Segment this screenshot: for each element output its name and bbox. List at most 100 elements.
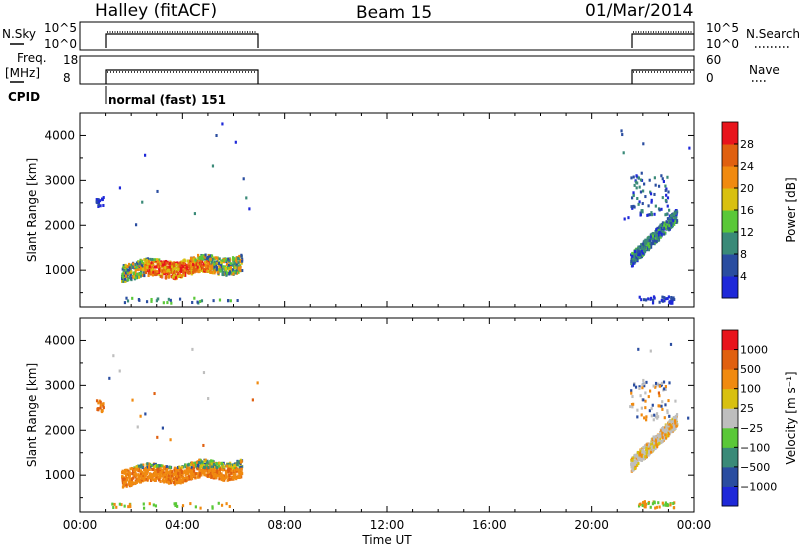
echo-cell: [632, 191, 635, 195]
echo-cell: [657, 233, 660, 237]
x-tick-label: 00:00: [677, 518, 712, 532]
echo-cell: [174, 477, 177, 481]
freq-tick-low: 8: [63, 71, 71, 85]
echo-cell: [206, 255, 209, 259]
echo-cell: [136, 468, 139, 472]
echo-cell: [651, 403, 654, 407]
echo-cell: [139, 274, 142, 278]
echo-cell: [169, 479, 172, 483]
echo-cell: [124, 263, 127, 267]
echo-cell: [672, 219, 675, 223]
echo-cell: [642, 378, 645, 382]
echo-cell: [183, 268, 186, 272]
echo-cell: [154, 259, 158, 263]
echo-cell: [208, 264, 211, 268]
colorbar-segment: [722, 408, 738, 429]
echo-cell: [201, 257, 204, 261]
echo-cell: [152, 503, 155, 507]
echo-cell: [125, 478, 128, 482]
colorbar-frame: [721, 329, 739, 507]
echo-cell: [134, 223, 138, 227]
echo-cell: [636, 253, 639, 257]
echo-cell: [215, 471, 218, 475]
echo-cells: [95, 342, 690, 510]
echo-cell: [184, 271, 187, 275]
echo-cell: [212, 266, 215, 270]
echo-cell: [633, 467, 637, 471]
echo-cell: [660, 223, 664, 227]
echo-cell: [147, 260, 151, 264]
echo-cell: [141, 267, 144, 271]
echo-cell: [180, 266, 183, 270]
echo-cell: [631, 206, 634, 210]
echo-cell: [144, 469, 147, 473]
echo-cell: [640, 458, 643, 462]
echo-cell: [638, 252, 641, 256]
echo-cell: [166, 269, 169, 273]
echo-cell: [198, 256, 202, 260]
echo-cell: [656, 236, 659, 240]
echo-cell: [222, 265, 225, 269]
echo-cell: [101, 198, 104, 202]
echo-cell: [220, 264, 223, 268]
echo-cell: [672, 416, 675, 420]
echo-cell: [197, 465, 201, 469]
echo-cell: [225, 475, 228, 479]
echo-cell: [662, 179, 665, 183]
echo-cell: [218, 268, 221, 272]
echo-cell: [196, 265, 199, 269]
echo-cell: [647, 502, 650, 506]
echo-cell: [194, 505, 197, 509]
echo-cell: [652, 298, 655, 302]
echo-cell: [663, 221, 666, 225]
echo-cell: [654, 435, 657, 439]
echo-cell: [182, 477, 186, 481]
echo-cell: [172, 480, 176, 484]
echo-cell: [221, 478, 225, 482]
echo-cell: [146, 266, 149, 270]
echo-cell: [190, 474, 193, 478]
echo-cell: [140, 264, 144, 268]
echo-cell: [121, 469, 124, 473]
echo-cell: [668, 227, 671, 231]
echo-cell: [156, 258, 159, 262]
echo-cell: [639, 394, 642, 398]
echo-cell: [650, 200, 653, 204]
echo-cell: [221, 474, 224, 478]
echo-cell: [187, 264, 191, 268]
echo-cell: [163, 263, 166, 267]
echo-cell: [668, 300, 671, 304]
echo-cell: [629, 405, 632, 409]
echo-cell: [203, 469, 206, 473]
colorbar-segment: [722, 486, 738, 507]
echo-cell: [214, 256, 217, 260]
echo-cell: [194, 462, 198, 466]
echo-cell: [644, 502, 648, 506]
echo-cell: [176, 477, 179, 481]
echo-cell: [200, 460, 203, 464]
echo-cell: [222, 270, 225, 274]
echo-cell: [189, 463, 192, 467]
echo-cell: [161, 272, 164, 276]
echo-cell: [125, 474, 128, 478]
echo-cell: [211, 506, 214, 510]
nsky-tick-low: 10^0: [44, 37, 77, 51]
echo-cell: [222, 260, 226, 264]
echo-cell: [146, 257, 150, 261]
echo-cell: [154, 472, 157, 476]
echo-cell: [155, 299, 158, 303]
echo-cell: [171, 472, 175, 476]
echo-cell: [99, 400, 102, 404]
echo-cell: [664, 430, 668, 434]
echo-cell: [129, 478, 132, 482]
echo-cell: [636, 456, 640, 460]
echo-cell: [164, 475, 167, 479]
echo-cell: [648, 389, 652, 393]
echo-cell: [144, 474, 147, 478]
echo-cell: [621, 133, 624, 137]
echo-cell: [225, 271, 229, 275]
echo-cell: [136, 479, 139, 483]
echo-cell: [230, 477, 233, 481]
echo-cell: [661, 431, 664, 435]
echo-cell: [153, 464, 156, 468]
